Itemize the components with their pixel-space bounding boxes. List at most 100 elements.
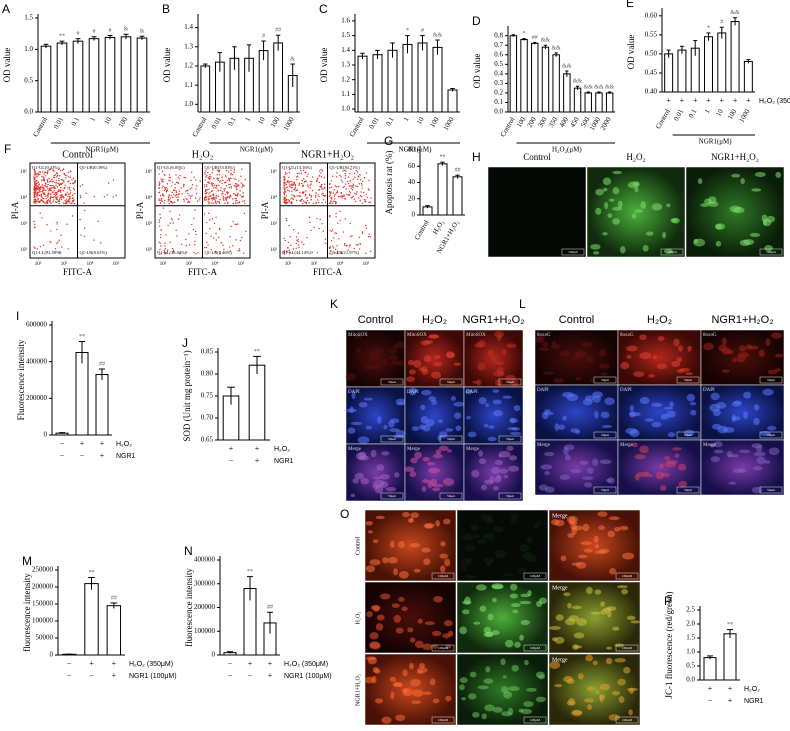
cell-dot [50, 241, 52, 244]
cell-dot [167, 224, 169, 227]
cell [630, 620, 641, 624]
cell [612, 187, 620, 195]
cell-dot [284, 182, 286, 184]
cell [358, 455, 370, 461]
cell-dot [38, 187, 41, 190]
cell [729, 205, 741, 213]
cell [618, 696, 625, 703]
cell [462, 609, 470, 615]
cell-dot [171, 181, 174, 183]
cell-dot [228, 178, 230, 180]
cell [722, 427, 735, 433]
cell-dot [330, 240, 333, 242]
cell [444, 558, 451, 567]
cell-dot [53, 189, 56, 192]
cell-dot [46, 202, 49, 204]
cell-dot [211, 218, 214, 220]
cell [509, 431, 522, 436]
x-tick-label: 0.01 [368, 115, 381, 130]
cell-dot [341, 197, 344, 199]
x-tick-label: Control [191, 116, 209, 139]
cell-dot [35, 182, 38, 184]
significance: && [541, 38, 551, 44]
condition-sign: + [746, 96, 751, 105]
cell [617, 200, 623, 209]
cell-dot [33, 176, 35, 179]
flow-x-tick: 10⁴ [337, 261, 344, 267]
condition-sign: + [733, 96, 738, 105]
cell-dot [34, 181, 36, 183]
cell-dot [336, 250, 339, 253]
cell-dot [340, 179, 343, 181]
cell [752, 465, 763, 471]
cell-dot [47, 193, 49, 196]
cell-dot [53, 170, 55, 172]
flow-x-tick: 10³ [186, 261, 193, 267]
cell-dot [369, 236, 371, 238]
cell [672, 447, 682, 451]
flow-y-label: PI-A [260, 201, 270, 219]
cell-dot [349, 192, 351, 194]
cell [417, 618, 423, 624]
cell-dot [289, 251, 292, 254]
cell-dot [164, 245, 166, 247]
cell-dot [83, 235, 86, 238]
cell-dot [306, 236, 308, 239]
condition-name: NGR1 (100μM) [284, 673, 332, 680]
cell [571, 527, 578, 535]
column-title: Control [358, 314, 393, 326]
scale-label: 50μm [767, 433, 775, 437]
cell [598, 525, 606, 531]
cell-dot [286, 181, 289, 183]
cell-dot [225, 196, 228, 199]
panel-letter: K [330, 297, 338, 311]
cell [540, 464, 553, 470]
bar [84, 583, 99, 656]
cell-dot [243, 212, 246, 215]
cell-dot [188, 194, 190, 197]
significance: * [406, 28, 409, 34]
cell [514, 641, 521, 648]
micrograph [617, 439, 702, 496]
cell-dot [50, 195, 52, 198]
cell [756, 456, 766, 465]
y-tick-label: 1.0 [341, 105, 350, 113]
cell [670, 218, 678, 223]
cell [614, 643, 625, 648]
cell-dot [361, 202, 363, 204]
cell-dot [232, 221, 234, 223]
cell [606, 478, 612, 483]
scale-box [676, 486, 700, 494]
cell-dot [58, 183, 61, 186]
y-tick-label: 0.50 [645, 50, 658, 58]
cell [526, 687, 537, 692]
cell [542, 411, 549, 420]
cell-dot [68, 186, 71, 189]
cell-dot [45, 202, 47, 205]
cell-dot [205, 232, 207, 235]
cell-dot [333, 198, 336, 200]
cell-dot [304, 193, 307, 196]
cell-dot [207, 196, 209, 198]
cell-dot [363, 176, 366, 179]
cell-dot [69, 197, 71, 199]
cell-dot [285, 201, 288, 204]
flow-x-tick: 10⁵ [238, 261, 245, 267]
scale-label: 50μm [601, 433, 609, 437]
bar [372, 54, 383, 113]
x-tick-label: 1000 [738, 107, 752, 124]
cell [500, 658, 506, 666]
cell-dot [359, 174, 361, 176]
cell-dot [115, 194, 117, 197]
cell-dot [241, 196, 243, 198]
cell-dot [33, 169, 35, 171]
scale-label: 100μM [622, 718, 633, 722]
cell-dot [175, 174, 177, 176]
cell-dot [208, 219, 211, 221]
cell [365, 521, 374, 526]
cell-dot [330, 186, 333, 189]
cell [639, 352, 652, 360]
cell-dot [190, 195, 192, 198]
y-tick-label: 1.5 [341, 31, 350, 39]
cell-dot [227, 197, 229, 199]
